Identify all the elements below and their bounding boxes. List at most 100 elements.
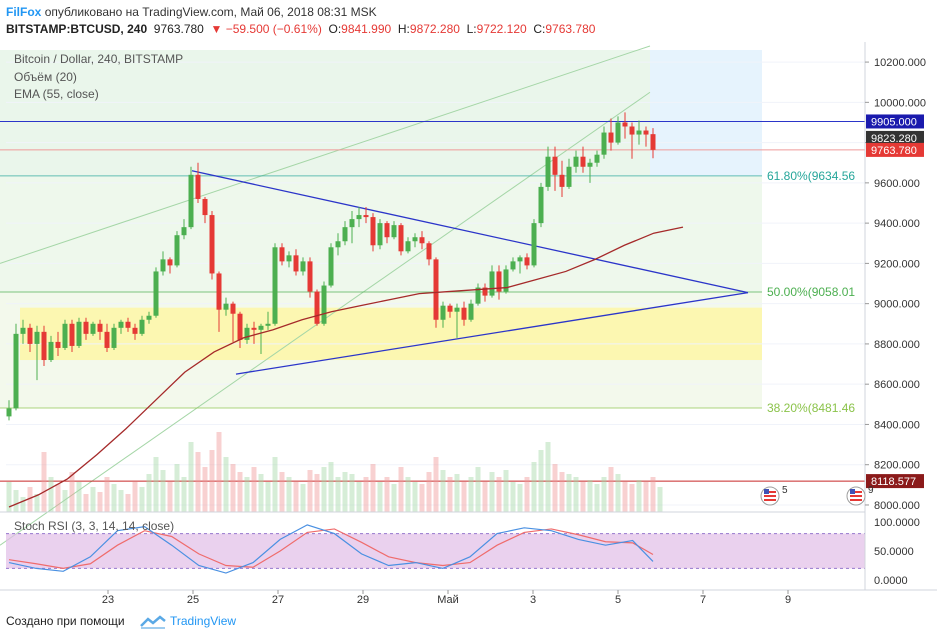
open-label: O:	[328, 22, 342, 36]
time-tick-label: 27	[272, 594, 284, 606]
candle-body	[524, 257, 530, 266]
candle-body	[398, 225, 404, 252]
volume-bar	[230, 464, 236, 512]
volume-bar	[174, 464, 180, 512]
volume-bar	[342, 472, 348, 512]
volume-bar	[517, 484, 523, 512]
volume-bar	[153, 457, 159, 512]
fib-level-label: 50.00%(9058.01	[767, 285, 855, 299]
volume-bar	[251, 467, 257, 512]
volume-bar	[349, 474, 355, 512]
legend-ema[interactable]: EMA (55, close)	[14, 87, 99, 101]
price-tick-label: 8200.000	[874, 460, 920, 472]
candle-body	[517, 257, 523, 262]
low-label: L:	[466, 22, 477, 36]
candle-body	[615, 122, 621, 143]
volume-bar	[314, 474, 320, 512]
volume-bar	[398, 467, 404, 512]
candle-body	[146, 315, 152, 320]
candle-body	[503, 269, 509, 292]
made-with-text: Создано при помощи	[6, 614, 125, 628]
candle-body	[223, 303, 229, 310]
volume-bar	[125, 494, 131, 512]
candle-body	[188, 174, 194, 228]
volume-bar	[139, 487, 145, 512]
volume-bar	[370, 464, 376, 512]
legend-title[interactable]: Bitcoin / Dollar, 240, BITSTAMP	[14, 52, 184, 66]
candle-body	[349, 219, 355, 228]
time-tick-label: Май	[437, 594, 459, 606]
volume-bar	[489, 472, 495, 512]
candle-body	[279, 247, 285, 262]
volume-bar	[615, 474, 621, 512]
publish-line: FilFox опубликовано на TradingView.com, …	[6, 5, 377, 19]
candle-body	[468, 303, 474, 320]
stoch-band	[6, 533, 865, 569]
volume-bar	[181, 477, 187, 512]
tradingview-logo-icon[interactable]	[140, 614, 166, 630]
candle-body	[202, 198, 208, 216]
candle-body	[20, 327, 26, 334]
candle-body	[160, 259, 166, 272]
volume-bar	[69, 472, 75, 512]
volume-bar	[391, 484, 397, 512]
volume-bar	[335, 477, 341, 512]
candle-body	[216, 273, 222, 310]
candle-body	[426, 243, 432, 260]
candle-body	[104, 331, 110, 348]
candle-body	[489, 271, 495, 296]
candle-body	[181, 227, 187, 236]
volume-bar	[433, 457, 439, 512]
author-link[interactable]: FilFox	[6, 5, 42, 19]
volume-bar	[447, 477, 453, 512]
volume-bar	[272, 457, 278, 512]
candle-body	[552, 156, 558, 175]
price-tick-label: 8800.000	[874, 339, 920, 351]
candle-body	[559, 174, 565, 187]
volume-bar	[167, 482, 173, 512]
candle-body	[27, 327, 33, 344]
header: FilFox опубликовано на TradingView.com, …	[0, 0, 937, 42]
drawings-layer: 61.80%(9634.56 50.00%(9058.01 38.20%(8481.…	[0, 45, 865, 546]
candle-body	[13, 333, 19, 409]
price-label-text: 9763.780	[871, 145, 917, 157]
time-tick-label: 3	[530, 594, 536, 606]
stoch-k-line	[8, 524, 654, 574]
price-label-text: 9823.280	[871, 133, 917, 145]
volume-bar	[20, 497, 26, 512]
volume-bar	[293, 482, 299, 512]
time-tick-label: 7	[700, 594, 706, 606]
legend-stoch-rsi[interactable]: Stoch RSI (3, 3, 14, 14, close)	[14, 519, 175, 533]
price-label-text: 8118.577	[871, 476, 916, 488]
volume-bar	[545, 442, 551, 512]
volume-bar	[118, 490, 124, 512]
event-badge-count: 5	[782, 485, 788, 496]
price-label-box	[866, 142, 924, 157]
close-label: C:	[533, 22, 546, 36]
legend-volume[interactable]: Объём (20)	[14, 70, 77, 84]
volume-bar	[265, 482, 271, 512]
time-tick-label: 9	[785, 594, 791, 606]
highlight-band	[20, 307, 762, 361]
volume-bar	[496, 477, 502, 512]
candle-body	[174, 235, 180, 266]
candle-body	[545, 156, 551, 187]
footer: Создано при помощи TradingView	[0, 606, 937, 641]
candle-body	[447, 305, 453, 312]
candle-body	[307, 261, 313, 292]
volume-bar	[13, 490, 19, 512]
time-tick-label: 25	[187, 594, 199, 606]
candle-body	[118, 321, 124, 328]
volume-bar	[468, 477, 474, 512]
volume-bar	[426, 472, 432, 512]
volume-bar	[629, 484, 635, 512]
candle-body	[496, 271, 502, 292]
candle-body	[300, 261, 306, 272]
candle-body	[580, 156, 586, 167]
chart-canvas[interactable]: 61.80%(9634.56 50.00%(9058.01 38.20%(8481.…	[0, 42, 937, 606]
volume-bar	[405, 477, 411, 512]
volume-bar	[566, 474, 572, 512]
volume-bar	[202, 467, 208, 512]
fib-zone-upper-right	[650, 50, 762, 176]
tradingview-link[interactable]: TradingView	[170, 614, 237, 628]
